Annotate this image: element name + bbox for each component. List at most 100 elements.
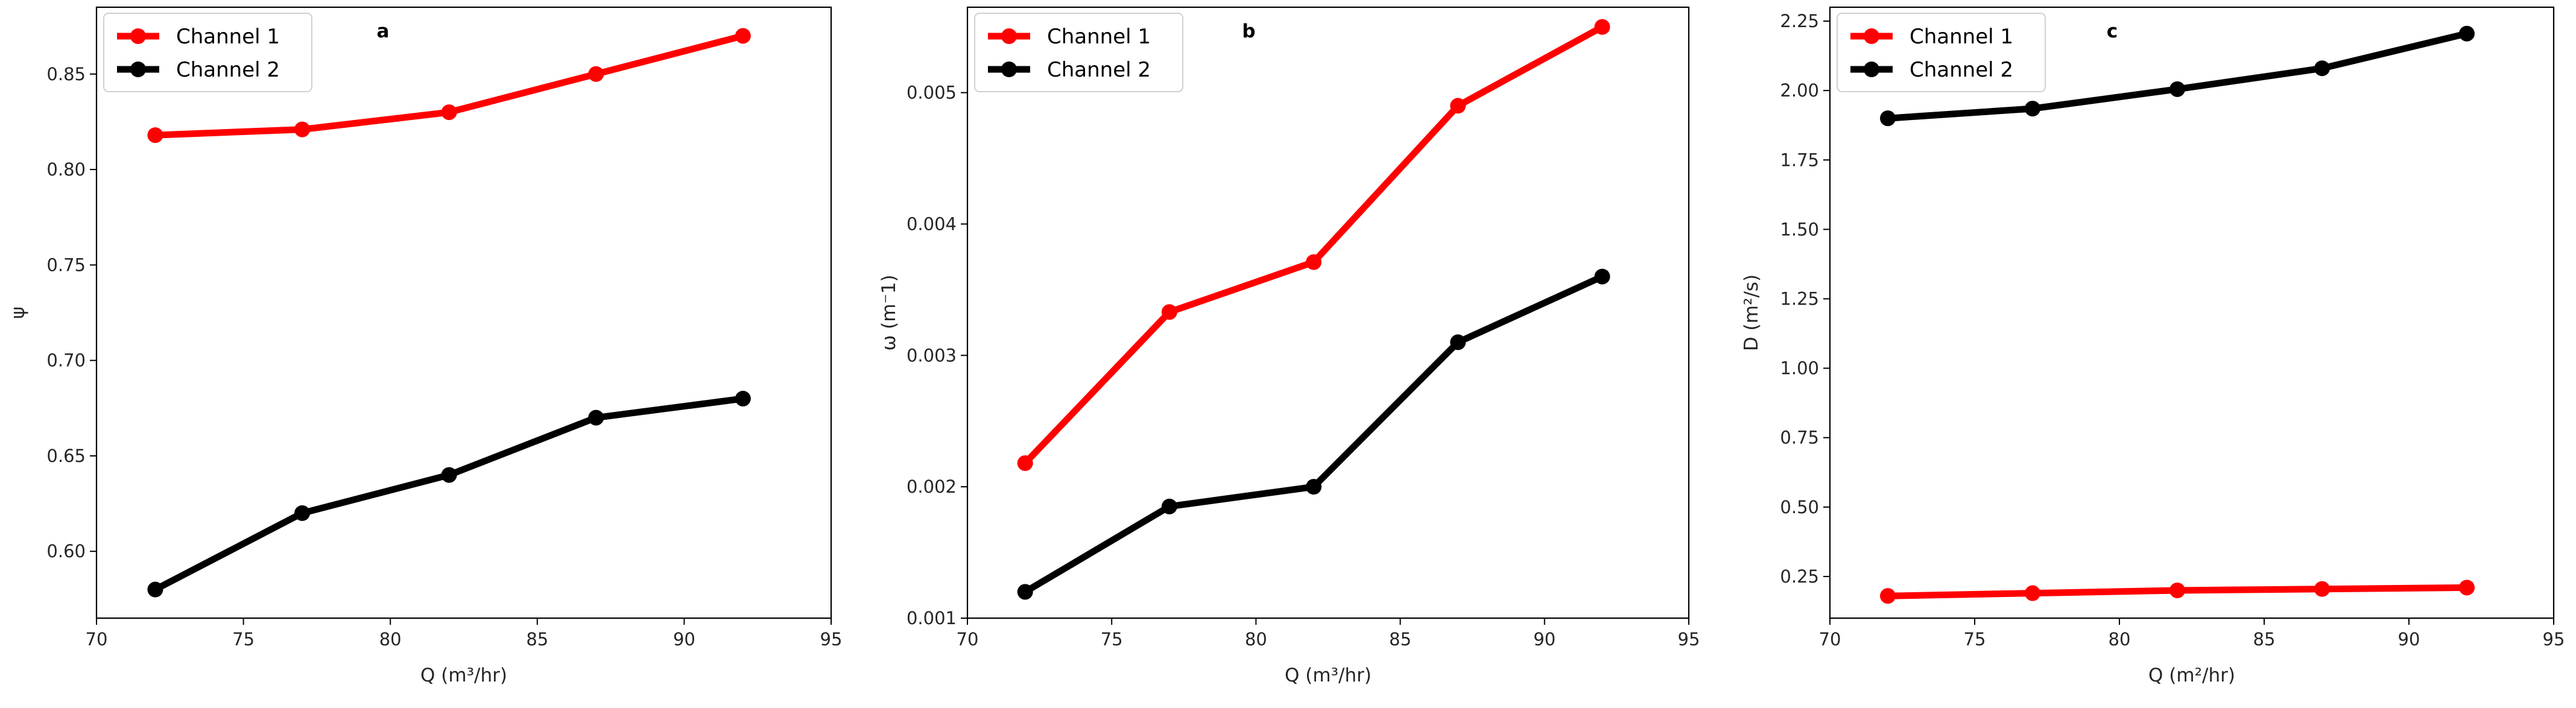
y-tick-label: 0.65 [46, 446, 86, 466]
legend-swatch-marker [1001, 62, 1017, 77]
legend-entry-label: Channel 1 [1047, 25, 1151, 49]
data-point [441, 467, 457, 483]
data-point [1306, 254, 1322, 270]
y-tick-label: 0.003 [907, 345, 957, 365]
x-tick-label: 75 [232, 629, 255, 650]
y-axis-label: ψ [7, 306, 29, 318]
panel-letter: c [2107, 21, 2118, 42]
y-tick-label: 2.00 [1780, 80, 1819, 101]
y-tick-label: 2.25 [1780, 11, 1819, 31]
y-tick-label: 0.002 [907, 476, 957, 497]
series-2 [1880, 25, 2475, 127]
x-tick-label: 70 [957, 629, 979, 650]
x-axis-label: Q (m³/hr) [420, 665, 507, 686]
legend-entry-label: Channel 2 [1910, 58, 2013, 82]
x-tick-label: 90 [673, 629, 695, 650]
legend: Channel 1 Channel 2 [103, 13, 312, 92]
series-1 [1017, 19, 1610, 471]
data-point [1161, 498, 1177, 514]
y-tick-label: 0.60 [46, 541, 86, 561]
x-tick-label: 70 [86, 629, 108, 650]
y-tick-label: 0.50 [1780, 497, 1819, 517]
y-tick-label: 0.75 [46, 254, 86, 275]
y-tick-label: 1.00 [1780, 358, 1819, 379]
series-1 [1880, 580, 2475, 604]
y-tick-label: 0.75 [1780, 428, 1819, 448]
series-2 [1017, 268, 1610, 600]
legend-entry-label: Channel 1 [176, 25, 280, 49]
series-line [151, 395, 747, 593]
x-tick-label: 75 [1101, 629, 1123, 650]
data-point [1450, 334, 1466, 350]
x-axis-label: Q (m²/hr) [2148, 665, 2235, 686]
x-tick-label: 80 [1245, 629, 1267, 650]
panel-b: 70 75 80 85 90 95 0.001 0.002 0.003 0.004 0.005 Q (… [878, 6, 1700, 686]
legend-swatch-marker [1864, 62, 1879, 77]
data-point [1161, 304, 1177, 320]
x-tick-label: 80 [2109, 629, 2131, 650]
x-tick-label: 90 [1533, 629, 1555, 650]
data-point [1450, 98, 1466, 114]
y-axis-label: D (m²/s) [1741, 274, 1762, 351]
x-tick-label: 70 [1819, 629, 1841, 650]
data-point [588, 409, 604, 426]
x-tick-label: 85 [526, 629, 548, 650]
data-point [2459, 25, 2475, 42]
data-point [2025, 101, 2040, 117]
data-point [1306, 479, 1322, 495]
data-point [2169, 81, 2185, 97]
series-line [1022, 24, 1606, 467]
legend-swatch-marker [1001, 28, 1017, 44]
y-tick-label: 0.80 [46, 159, 86, 180]
series-1 [147, 28, 751, 144]
plot-frame [1829, 6, 2555, 619]
panel-letter: a [377, 21, 390, 42]
y-tick-label: 0.005 [907, 83, 957, 103]
y-tick-label: 0.001 [907, 608, 957, 628]
data-point [147, 581, 163, 598]
plot-frame [95, 6, 832, 619]
data-point [2459, 580, 2475, 596]
panel-a: 70 75 80 85 90 95 0.60 0.65 0.70 0.75 0.80 0.85 Q (m… [7, 6, 843, 686]
data-point [1594, 19, 1610, 35]
legend-swatch-marker [1864, 28, 1879, 44]
x-tick-label: 95 [2543, 629, 2565, 650]
x-tick-label: 90 [2398, 629, 2420, 650]
data-point [2025, 585, 2040, 601]
data-point [294, 505, 311, 521]
y-tick-label: 0.85 [46, 64, 86, 84]
data-point [1880, 110, 1896, 127]
x-tick-label: 95 [820, 629, 843, 650]
y-tick-label: 1.50 [1780, 219, 1819, 239]
data-point [2314, 60, 2330, 77]
data-point [588, 66, 604, 82]
legend-entry-label: Channel 2 [1047, 58, 1151, 82]
x-tick-label: 75 [1964, 629, 1986, 650]
legend: Channel 1 Channel 2 [1837, 13, 2046, 92]
x-axis-label: Q (m³/hr) [1285, 665, 1372, 686]
data-point [147, 127, 163, 144]
panel-letter: b [1242, 21, 1255, 42]
x-tick-label: 80 [379, 629, 402, 650]
data-point [1880, 588, 1896, 604]
y-tick-label: 1.75 [1780, 150, 1819, 170]
y-tick-label: 0.004 [907, 213, 957, 234]
data-point [1017, 584, 1033, 600]
data-point [2169, 582, 2185, 598]
y-tick-label: 0.70 [46, 350, 86, 371]
y-tick-label: 0.25 [1780, 566, 1819, 587]
x-tick-label: 95 [1678, 629, 1700, 650]
data-point [735, 390, 751, 406]
series-line [1022, 273, 1606, 595]
data-point [2314, 581, 2330, 597]
data-point [1017, 455, 1033, 471]
data-point [1594, 268, 1610, 285]
series-2 [147, 390, 751, 598]
y-axis-label: ω (m⁻1) [878, 274, 900, 350]
y-tick-label: 1.25 [1780, 288, 1819, 309]
data-point [294, 121, 311, 137]
panel-c: 70 75 80 85 90 95 0.25 0.50 0.75 1.00 1.25 1.50 1.75… [1741, 6, 2565, 686]
data-point [441, 104, 457, 121]
legend-entry-label: Channel 2 [176, 58, 280, 82]
